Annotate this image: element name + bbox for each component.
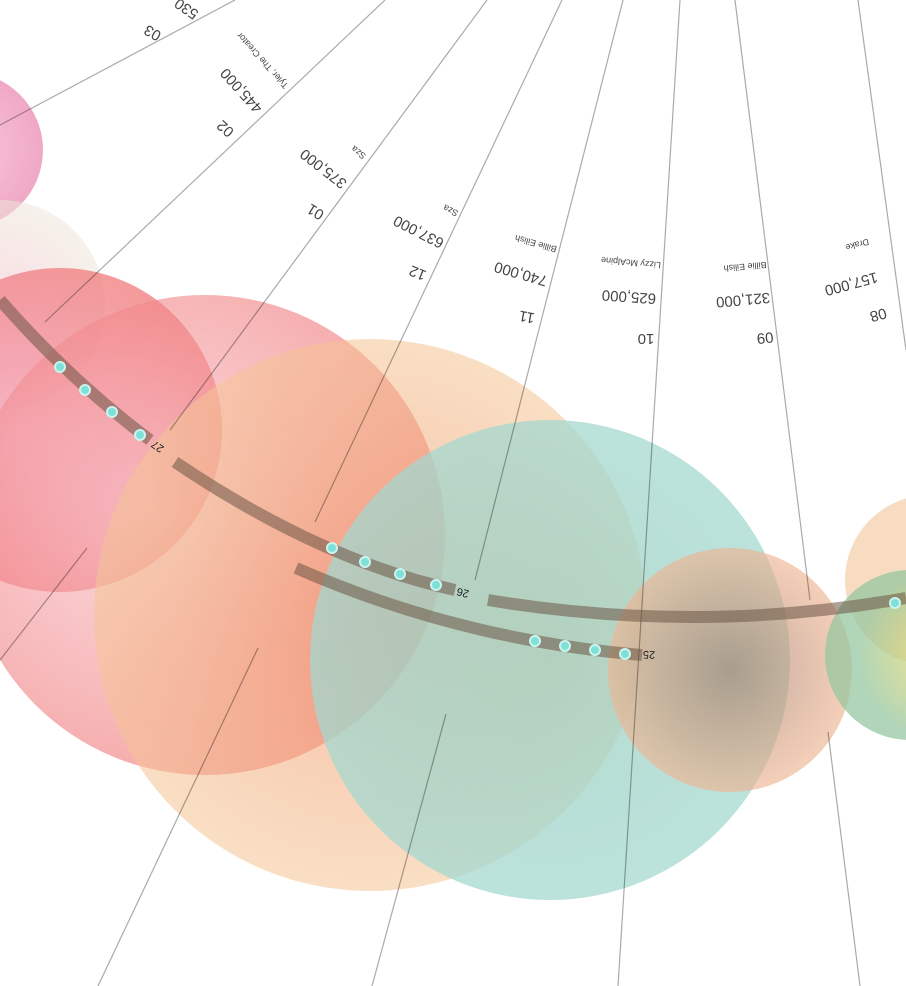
streams-label: 321,000 [715,289,771,311]
bubbles [0,80,906,900]
ray [827,731,861,986]
dot [559,640,571,652]
bubble [608,548,852,792]
bubble [0,80,43,220]
streams-label: 637,000 [391,212,447,252]
artist-label: Billie Eilish [514,233,558,254]
streams-label: 375,000 [297,145,350,192]
artist-label: Billie Eilish [723,260,767,274]
artist-label: Sza [442,203,460,219]
dot [134,429,146,441]
month-label: 09 [756,328,774,347]
streams-label: 740,000 [492,258,549,289]
artist-label: Sza [349,144,367,161]
dot [359,556,371,568]
month-label: 03 [141,21,164,44]
timeline-band [0,296,154,445]
dot [589,644,601,656]
streams-label: 445,000 [217,65,266,117]
month-label: 08 [868,304,889,325]
year-label: 26 [456,585,471,600]
year-label: 27 [149,438,166,455]
dot [619,648,631,660]
dot [889,597,901,609]
dot [394,568,406,580]
labels: 03 530 Tyler, The Creator 445,000 02 Sza… [141,0,888,347]
dot [326,542,338,554]
dot [430,579,442,591]
streams-label: 625,000 [601,286,656,307]
month-label: 10 [638,330,655,347]
timeline-band [171,457,457,596]
month-label: 11 [518,307,536,326]
artist-label: Lizzy McAlpine [601,255,662,270]
dots [54,361,901,660]
timeline-band [487,592,906,624]
dot [79,384,91,396]
bubble [310,420,790,900]
streams-label: 157,000 [823,268,880,298]
timeline: 27 26 25 [0,296,906,661]
ray [0,0,236,126]
month-label: 02 [214,116,238,140]
ray [734,0,811,601]
month-label: 01 [304,200,327,223]
ray [857,0,906,351]
dot [106,406,118,418]
ray [44,0,386,323]
dot [529,635,541,647]
month-label: 12 [407,261,429,283]
artist-label: Drake [844,237,870,253]
dot [54,361,66,373]
streams-label: 530 [172,0,202,23]
year-label: 25 [643,648,656,660]
